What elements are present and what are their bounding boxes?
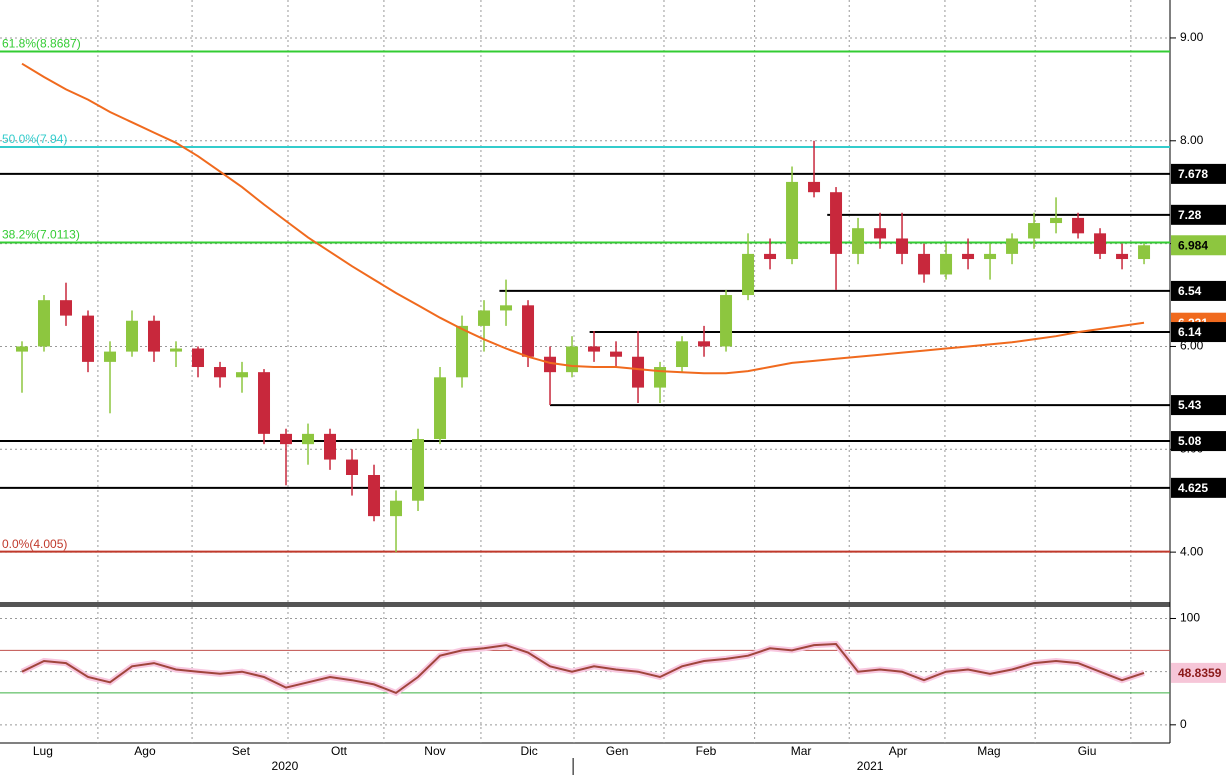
candle-body [852,228,865,254]
candle-body [1072,217,1085,234]
y-tick-label: 4.00 [1180,544,1204,558]
candle-body [478,310,491,326]
last-price-badge-bg [1171,235,1226,256]
x-tick-label: Apr [889,744,908,758]
candle-body [544,356,557,373]
candle-body [192,348,205,368]
candle-body [82,315,95,362]
candle-body [830,192,843,254]
candle-body [258,372,271,434]
y-tick-label: 8.00 [1180,133,1204,147]
candle-body [764,253,777,260]
candle-body [236,372,249,378]
candle-body [324,433,337,460]
level-badge-bg [1171,477,1226,498]
candle-body [1138,245,1151,260]
candle-body [896,238,909,254]
x-tick-label: Ott [331,744,348,758]
x-tick-label: Set [232,744,251,758]
fib-label: 50.0%(7.94) [2,132,67,146]
level-badge-bg [1171,163,1226,184]
level-badge: 6.14 [1178,325,1202,339]
candle-body [522,305,535,357]
candle-body [1116,253,1129,260]
level-badge-bg [1171,322,1226,343]
candle-body [280,433,293,445]
candle-body [962,253,975,260]
y-tick-label: 0 [1180,717,1187,731]
fib-label: 0.0%(4.005) [2,537,67,551]
year-label: 2021 [857,759,884,773]
candle-body [808,181,821,193]
y-tick-label: 6.00 [1180,339,1204,353]
candle-body [346,459,359,475]
level-badge: 5.08 [1178,434,1202,448]
last-price-badge: 6.984 [1178,238,1208,252]
candle-body [566,346,579,373]
candle-body [368,474,381,517]
x-tick-label: Ago [134,744,156,758]
level-badge: 7.678 [1178,167,1208,181]
candle-body [302,433,315,445]
x-tick-label: Mar [791,744,812,758]
candle-body [610,351,623,357]
fib-label: 61.8%(8.8687) [2,37,81,51]
x-tick-label: Giu [1078,744,1097,758]
candle-body [588,346,601,352]
candle-body [60,300,73,316]
candle-body [1050,217,1063,224]
candle-body [676,341,689,368]
candle-body [148,320,161,352]
candle-body [38,300,51,347]
x-tick-label: Nov [424,744,445,758]
moving-average [21,62,1145,375]
candle-body [434,377,447,440]
candle-body [500,305,513,311]
y-tick-label: 100 [1180,611,1200,625]
candle-body [170,348,183,352]
candle-body [720,295,733,347]
level-badge: 6.54 [1178,284,1202,298]
level-badge: 7.28 [1178,208,1202,222]
candle-body [918,253,931,275]
candle-body [16,346,29,352]
level-badge-bg [1171,280,1226,301]
candle-body [742,253,755,296]
level-badge-bg [1171,204,1226,225]
candle-body [214,367,227,378]
candle-body [1028,223,1041,239]
candle-body [456,325,469,378]
candle-body [874,228,887,239]
x-tick-label: Dic [520,744,537,758]
candle-body [104,351,117,362]
candle-body [786,181,799,260]
x-tick-label: Lug [33,744,53,758]
fib-label: 38.2%(7.0113) [2,228,80,242]
candle-body [126,320,139,352]
year-label: 2020 [272,759,299,773]
rsi-badge: 48.8359 [1178,666,1222,680]
x-tick-label: Mag [977,744,1000,758]
level-badge-bg [1171,431,1226,452]
rsi-badge-bg [1171,662,1226,683]
candle-body [632,356,645,388]
candle-body [940,253,953,275]
level-badge: 4.625 [1178,481,1208,495]
candle-body [412,439,425,501]
candle-body [390,500,403,517]
y-tick-label: 9.00 [1180,30,1204,44]
candle-body [698,341,711,347]
candle-body [984,253,997,260]
level-badge: 5.43 [1178,398,1202,412]
x-tick-label: Gen [606,744,629,758]
x-tick-label: Feb [696,744,717,758]
candle-body [1006,238,1019,254]
level-badge-bg [1171,395,1226,416]
panel-divider [0,602,1170,607]
rsi-line [21,642,1145,695]
candle-body [1094,233,1107,254]
